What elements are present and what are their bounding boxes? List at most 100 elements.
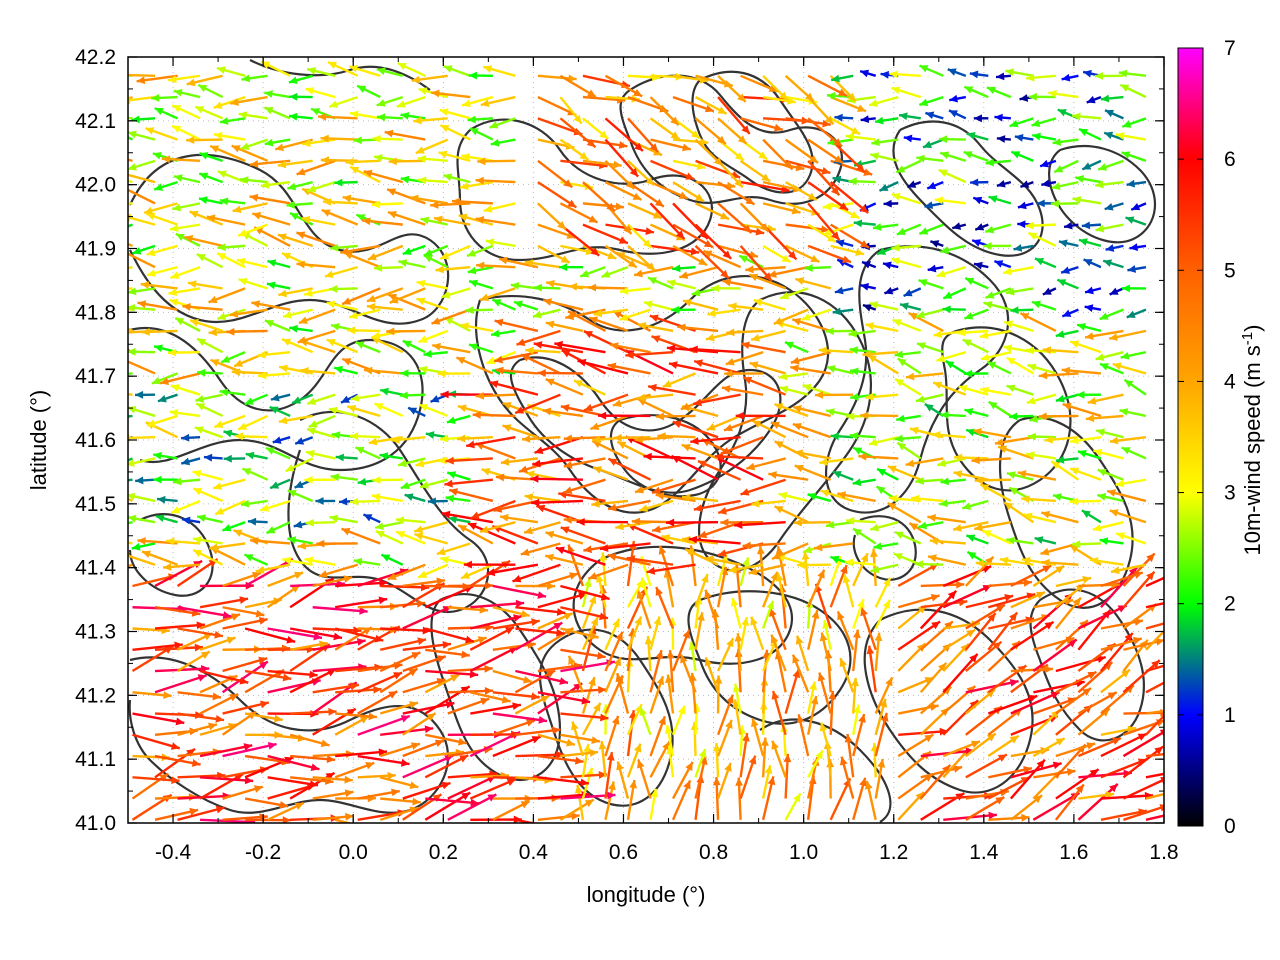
- wind-arrow-head: [751, 499, 760, 508]
- wind-arrow-shaft: [380, 627, 431, 633]
- wind-arrow-head: [436, 547, 446, 556]
- wind-arrow-head: [282, 252, 292, 261]
- wind-arrow-head: [93, 149, 102, 157]
- wind-arrow: [397, 457, 426, 468]
- wind-arrow: [1123, 638, 1164, 651]
- wind-arrow-head: [307, 427, 316, 436]
- wind-arrow-head: [1006, 536, 1015, 545]
- wind-arrow: [790, 364, 831, 375]
- wind-arrow-head: [693, 504, 703, 512]
- wind-arrow: [649, 649, 664, 693]
- wind-arrow: [1120, 350, 1147, 360]
- wind-arrow: [492, 691, 540, 701]
- wind-arrow: [387, 563, 426, 581]
- wind-arrow: [214, 499, 246, 516]
- wind-arrow: [795, 277, 831, 290]
- wind-arrow-head: [410, 194, 419, 203]
- wind-arrow: [156, 495, 178, 504]
- wind-arrow-head: [983, 242, 992, 250]
- wind-arrow: [807, 202, 841, 241]
- wind-arrow-head: [677, 705, 686, 715]
- wind-arrow: [607, 362, 651, 375]
- wind-arrow: [1093, 448, 1124, 460]
- wind-arrow-head: [538, 716, 548, 724]
- wind-arrow: [298, 308, 336, 325]
- wind-arrow-head: [371, 331, 381, 340]
- wind-arrow: [972, 427, 1012, 439]
- wind-arrow-head: [849, 431, 859, 440]
- wind-arrow-head: [735, 411, 744, 420]
- wind-arrow-head: [1124, 633, 1133, 642]
- wind-arrow-head: [313, 632, 323, 641]
- wind-arrow: [616, 761, 630, 799]
- wind-arrow-shaft: [470, 615, 523, 630]
- wind-arrow-shaft: [1145, 792, 1164, 800]
- wind-arrow-shaft: [128, 554, 156, 566]
- wind-arrow-head: [494, 318, 504, 327]
- wind-arrow-head: [1105, 791, 1115, 799]
- wind-arrow: [607, 499, 651, 512]
- wind-arrow: [1010, 691, 1060, 715]
- wind-arrow-head: [476, 261, 485, 270]
- wind-arrow-head: [1097, 493, 1107, 501]
- wind-arrow-head: [96, 334, 105, 341]
- wind-arrow: [983, 301, 1012, 311]
- wind-arrow: [644, 635, 653, 672]
- wind-arrow: [887, 501, 922, 524]
- wind-arrow-head: [936, 354, 946, 363]
- wind-arrow-head: [458, 525, 468, 533]
- wind-arrow-head: [1082, 688, 1092, 696]
- wind-arrow-head: [289, 324, 298, 333]
- wind-arrow-head: [858, 452, 867, 461]
- wind-arrow: [1109, 436, 1147, 445]
- wind-arrow-head: [100, 268, 109, 276]
- wind-arrow: [226, 327, 268, 336]
- wind-arrow-shaft: [1145, 714, 1164, 736]
- wind-arrow-head: [616, 761, 624, 771]
- wind-arrow-head: [589, 631, 599, 640]
- wind-arrow-head: [265, 447, 275, 455]
- wind-arrow: [423, 254, 449, 269]
- wind-arrow: [128, 492, 156, 503]
- wind-arrow: [581, 616, 599, 651]
- wind-arrow-head: [770, 634, 779, 644]
- wind-arrow-head: [247, 517, 257, 526]
- wind-arrow-head: [436, 655, 446, 663]
- wind-arrow-head: [924, 201, 934, 210]
- wind-arrow: [940, 411, 966, 419]
- wind-arrow: [296, 231, 336, 248]
- wind-arrow-head: [870, 548, 878, 558]
- wind-arrow: [817, 672, 832, 714]
- wind-arrow: [681, 443, 719, 460]
- wind-arrow-head: [469, 279, 478, 288]
- wind-arrow-head: [525, 719, 535, 727]
- wind-arrow-head: [215, 715, 225, 723]
- wind-arrow: [281, 338, 314, 354]
- wind-arrow-head: [698, 530, 708, 539]
- wind-arrow-head: [415, 459, 425, 468]
- wind-arrow: [988, 578, 1033, 588]
- wind-arrow: [402, 754, 454, 779]
- wind-arrow: [386, 327, 426, 336]
- wind-arrow: [894, 377, 922, 396]
- wind-arrow: [929, 240, 944, 248]
- wind-arrow: [170, 384, 201, 396]
- wind-arrow: [1145, 792, 1164, 800]
- wind-arrow-head: [430, 201, 439, 209]
- wind-arrow-head: [524, 493, 534, 501]
- wind-arrow-head: [210, 359, 220, 367]
- wind-arrow: [335, 596, 388, 609]
- wind-arrow-shaft: [1145, 602, 1164, 609]
- wind-arrow-head: [1121, 669, 1130, 678]
- wind-arrow-head: [656, 676, 665, 686]
- wind-arrow: [1123, 378, 1147, 396]
- wind-arrow-head: [597, 651, 606, 660]
- wind-arrow: [988, 400, 1012, 417]
- wind-arrow: [445, 456, 493, 465]
- wind-arrow: [657, 432, 696, 441]
- wind-arrow-head: [1092, 523, 1102, 532]
- wind-arrow-head: [1069, 545, 1079, 553]
- wind-arrow: [1095, 351, 1124, 362]
- wind-arrow: [1099, 308, 1124, 321]
- wind-arrow: [983, 242, 1011, 250]
